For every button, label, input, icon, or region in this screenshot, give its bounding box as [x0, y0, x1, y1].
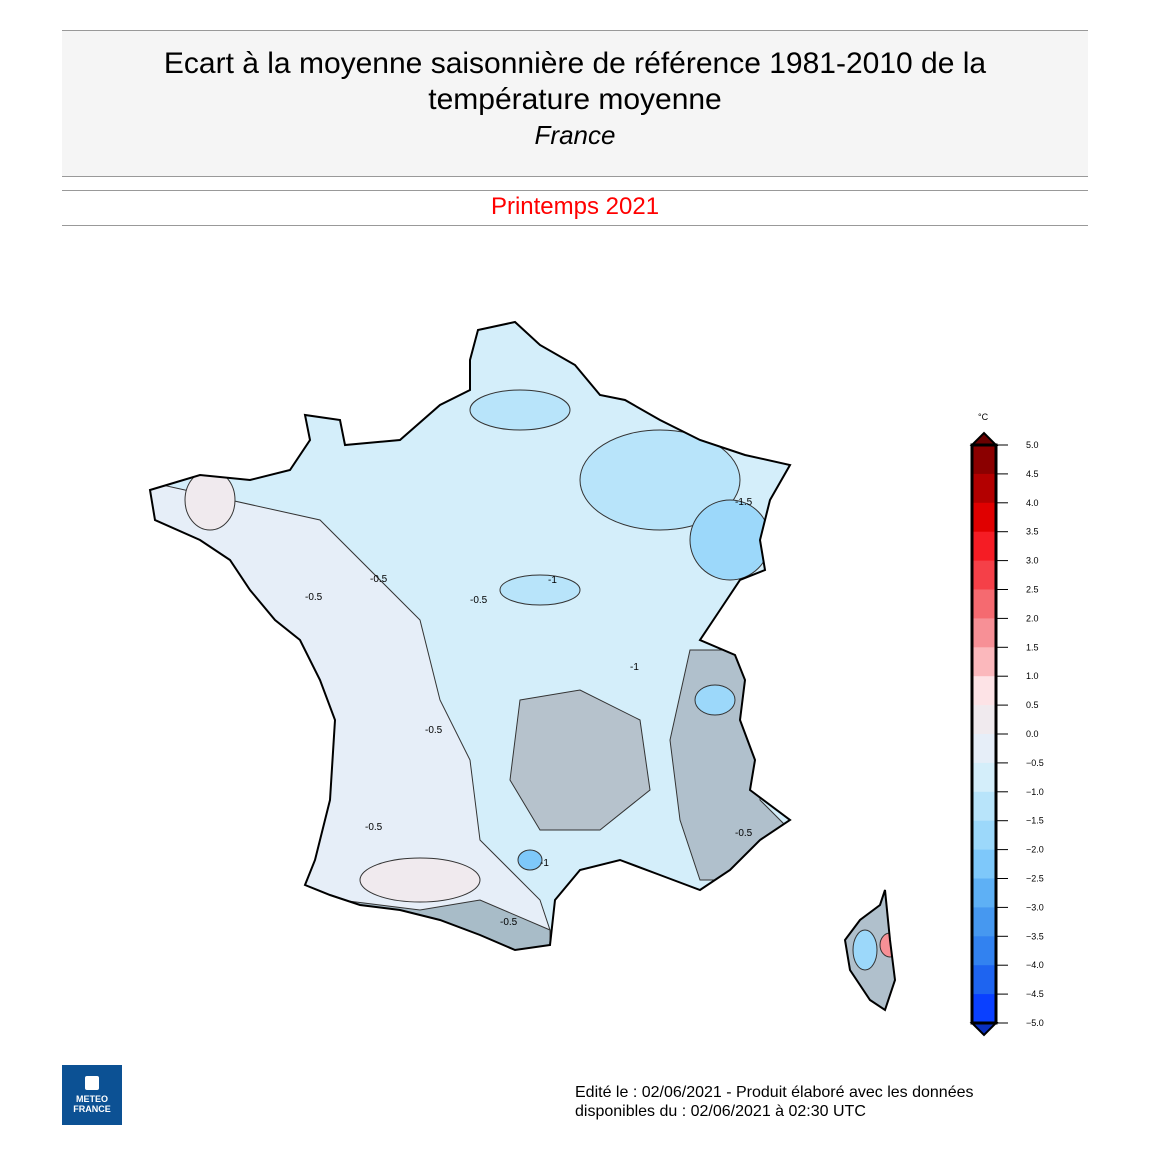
mainland-france	[150, 322, 790, 950]
legend-swatch	[972, 676, 996, 706]
contour-label: -0.5	[735, 828, 753, 839]
legend-tick-label: −4.5	[1026, 989, 1044, 999]
legend-tick-label: −1.5	[1026, 816, 1044, 826]
legend-swatch	[972, 445, 996, 475]
contour-label: -0.5	[500, 917, 518, 928]
legend-swatch	[972, 965, 996, 995]
legend-swatch	[972, 907, 996, 937]
legend-tick-label: 1.5	[1026, 642, 1039, 652]
legend-tick-label: 2.0	[1026, 613, 1039, 623]
contour-label: -1	[548, 575, 557, 586]
logo-line-1: METEO	[75, 1094, 108, 1104]
legend-swatch	[972, 849, 996, 879]
legend-max-arrow	[969, 431, 999, 446]
legend-tick-label: 2.5	[1026, 585, 1039, 595]
legend-tick-label: −4.0	[1026, 960, 1044, 970]
legend-swatch	[972, 647, 996, 677]
contour-label: -0.5	[365, 822, 383, 833]
legend-swatch	[972, 994, 996, 1024]
logo-line-2: FRANCE	[73, 1104, 111, 1114]
legend-tick-label: 4.0	[1026, 498, 1039, 508]
legend-tick-label: 1.0	[1026, 671, 1039, 681]
legend-tick-label: 5.0	[1026, 440, 1039, 450]
legend-swatch	[972, 560, 996, 590]
legend-tick-label: 0.5	[1026, 700, 1039, 710]
legend-tick-label: −1.0	[1026, 787, 1044, 797]
legend-tick-label: 3.0	[1026, 556, 1039, 566]
legend-min-arrow	[969, 1022, 999, 1037]
legend-swatch	[972, 791, 996, 822]
legend-swatch	[972, 762, 996, 793]
legend-unit: °C	[978, 412, 989, 422]
footer-line-2: disponibles du : 02/06/2021 à 02:30 UTC	[575, 1103, 866, 1120]
season-bar: Printemps 2021	[62, 190, 1088, 226]
contour-label: -0.5	[370, 574, 388, 585]
contour-label: -0.5	[425, 725, 443, 736]
legend-tick-label: −5.0	[1026, 1018, 1044, 1028]
legend-swatch	[972, 820, 996, 851]
legend-swatch	[972, 473, 996, 504]
legend-tick-label: −2.5	[1026, 874, 1044, 884]
legend-swatch	[972, 502, 996, 533]
map-title: Ecart à la moyenne saisonnière de référe…	[62, 46, 1088, 118]
contour-label: -1.5	[735, 497, 753, 508]
meteo-france-logo: METEO FRANCE	[62, 1065, 122, 1125]
color-legend: °C 5.0 4.5 4.0 3.5 3.0 2.5 2.0 1.5 1.0 0.5 0.0 −0.5…	[969, 412, 1044, 1037]
legend-swatch	[972, 705, 996, 735]
footer-note: Edité le : 02/06/2021 - Produit élaboré …	[575, 1083, 974, 1121]
legend-swatch	[972, 878, 996, 908]
legend-tick-label: −0.5	[1026, 758, 1044, 768]
map-subtitle: France	[534, 120, 616, 150]
title-line-2: température moyenne	[428, 83, 722, 116]
legend-swatch	[972, 618, 996, 648]
legend-swatch	[972, 936, 996, 966]
title-line-1: Ecart à la moyenne saisonnière de référe…	[163, 47, 987, 80]
legend-tick-label: 3.5	[1026, 527, 1039, 537]
contour-label: -1	[630, 662, 639, 673]
legend-tick-label: 0.0	[1026, 729, 1039, 739]
legend-swatch	[972, 531, 996, 562]
contour-label: -1	[540, 858, 549, 869]
legend-tick-label: 4.5	[1026, 469, 1039, 479]
legend-tick-label: −3.5	[1026, 931, 1044, 941]
header: Ecart à la moyenne saisonnière de référe…	[62, 30, 1088, 177]
contour-label: -0.5	[305, 592, 323, 603]
contour-label: -0.5	[470, 595, 488, 606]
legend-tick-label: −2.0	[1026, 845, 1044, 855]
season-label: Printemps 2021	[490, 193, 660, 220]
legend-tick-label: −3.0	[1026, 902, 1044, 912]
legend-swatch	[972, 734, 996, 764]
legend-swatch	[972, 589, 996, 619]
footer-line-1: Edité le : 02/06/2021 - Produit élaboré …	[575, 1084, 974, 1101]
